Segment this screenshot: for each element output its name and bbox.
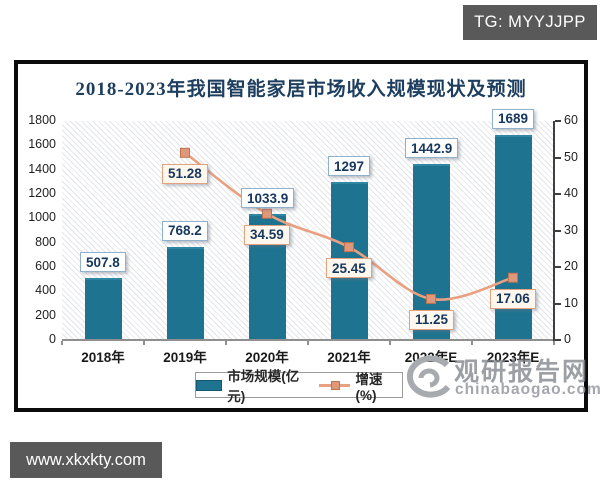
tg-watermark-badge: TG: MYYJJPP (463, 5, 597, 40)
x-axis-tick (389, 341, 391, 345)
right-axis-tick (555, 229, 561, 232)
x-axis-category-label: 2020年 (245, 350, 289, 365)
x-axis-tick (225, 341, 227, 345)
line-point-marker (344, 242, 354, 253)
x-axis-line (62, 339, 554, 341)
right-axis-tick (555, 120, 561, 122)
bar (84, 278, 122, 340)
bar-value-label: 768.2 (162, 220, 208, 241)
left-axis-tick-label: 800 (35, 234, 56, 249)
left-axis-tick-label: 400 (35, 283, 56, 298)
legend-bar-label: 市场规模(亿元) (227, 369, 300, 404)
legend: 市场规模(亿元) 增速(%) (195, 369, 403, 404)
line-value-label: 34.59 (244, 224, 290, 245)
x-axis-category-label: 2021年 (327, 350, 371, 365)
right-axis-tick (555, 302, 561, 305)
site-url-badge: www.xkxkty.com (10, 442, 162, 478)
x-axis-tick (553, 341, 555, 345)
left-axis-tick-label: 0 (49, 332, 56, 346)
x-axis-tick (471, 341, 473, 345)
right-axis-tick (555, 193, 561, 195)
x-axis-tick (61, 341, 63, 345)
line-point-marker (262, 208, 272, 219)
legend-line-swatch-icon (319, 380, 351, 391)
line-point-marker (180, 147, 190, 158)
right-axis-tick-label: 60 (564, 113, 578, 127)
line-value-label: 51.28 (162, 163, 208, 184)
right-axis-tick (555, 339, 561, 341)
right-axis-tick (555, 156, 561, 159)
bar (166, 246, 204, 340)
x-axis-category-label: 2022年E (404, 350, 458, 365)
line-value-label: 17.06 (490, 288, 536, 309)
x-axis-tick (143, 341, 145, 345)
bar-value-label: 1689 (492, 108, 535, 129)
legend-line-label: 增速(%) (355, 371, 383, 403)
left-axis-tick-label: 1400 (28, 161, 56, 176)
growth-line-layer (180, 147, 518, 304)
bar-value-label: 1033.9 (241, 188, 295, 209)
right-axis-tick-label: 10 (564, 295, 578, 310)
bar-value-label: 507.8 (80, 252, 126, 273)
x-axis-category-label: 2023年E (486, 350, 540, 365)
line-point-marker (508, 272, 518, 283)
left-axis-tick-label: 1200 (28, 186, 56, 200)
legend-line-marker-icon (330, 380, 340, 390)
bar-value-label: 1297 (328, 156, 371, 177)
right-axis-line (553, 121, 555, 341)
line-value-label: 25.45 (326, 258, 372, 279)
right-axis-tick-label: 30 (564, 222, 578, 237)
left-axis-tick-label: 1800 (28, 113, 56, 127)
left-axis-tick-label: 1600 (28, 137, 56, 152)
bar-value-label: 1442.9 (405, 138, 459, 159)
right-axis-tick (555, 266, 561, 268)
left-axis-tick-label: 600 (35, 259, 56, 273)
line-value-label: 11.25 (409, 309, 455, 330)
right-axis-tick-label: 20 (564, 259, 578, 273)
left-axis-tick-label: 200 (35, 307, 56, 322)
x-axis-tick (307, 341, 309, 345)
right-axis-tick-label: 0 (564, 332, 571, 346)
x-axis-category-label: 2019年 (163, 350, 207, 365)
legend-bar-swatch-icon (196, 379, 223, 391)
x-axis-category-label: 2018年 (81, 350, 125, 365)
right-axis-tick-label: 40 (564, 186, 578, 200)
chart-title: 2018-2023年我国智能家居市场收入规模现状及预测 (75, 79, 527, 100)
left-axis-tick-label: 1000 (28, 210, 56, 225)
line-point-marker (426, 293, 436, 304)
right-axis-tick-label: 50 (564, 149, 578, 164)
